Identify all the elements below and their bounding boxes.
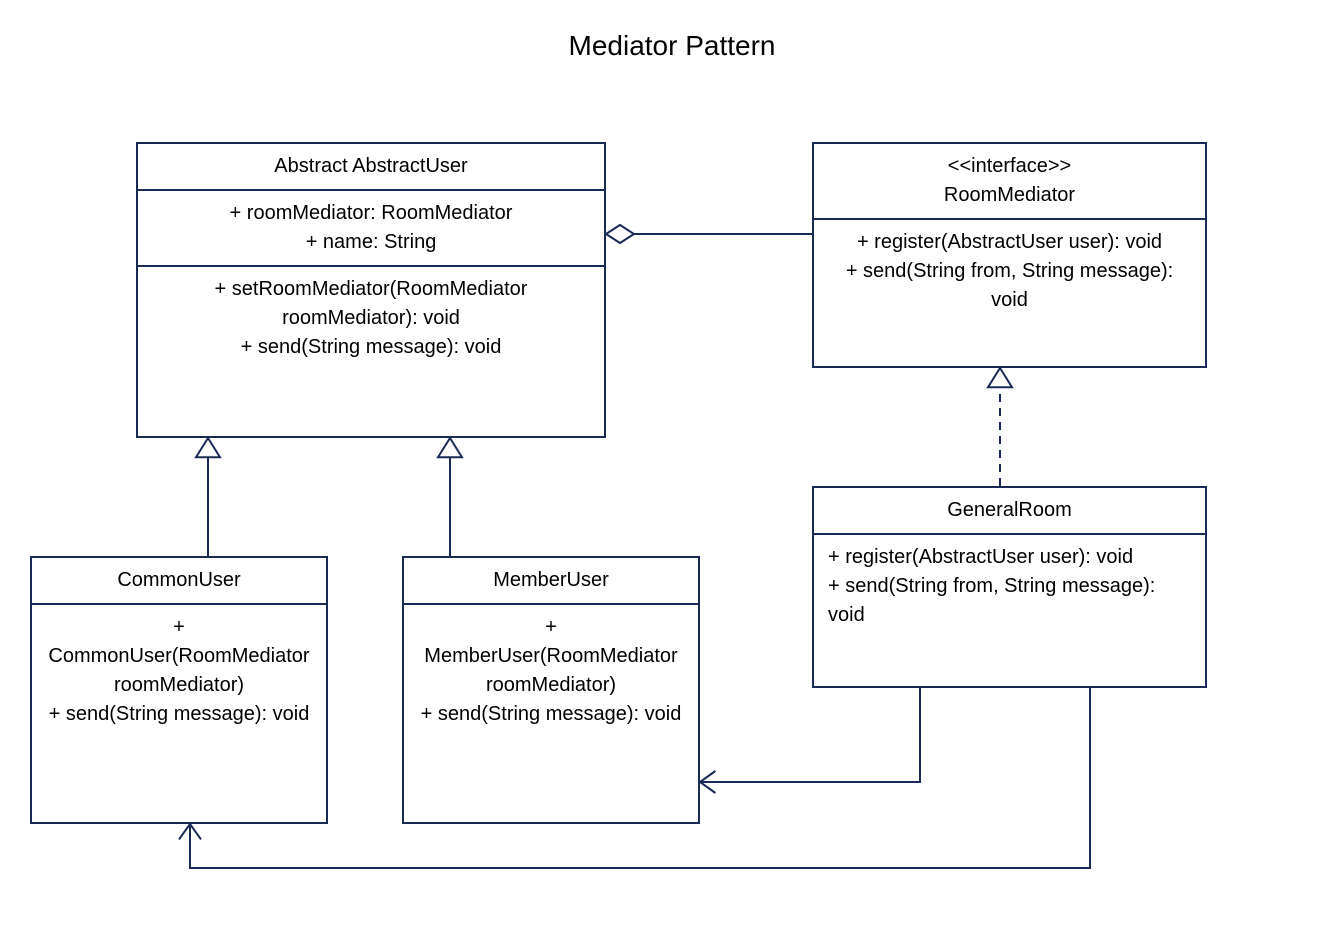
class-abstract-user: Abstract AbstractUser + roomMediator: Ro…	[136, 142, 606, 438]
class-room-mediator-title: <<interface>> RoomMediator	[814, 144, 1205, 218]
class-abstract-user-methods: + setRoomMediator(RoomMediator roomMedia…	[138, 265, 604, 370]
field-name: + name: String	[152, 228, 590, 257]
class-room-mediator: <<interface>> RoomMediator + register(Ab…	[812, 142, 1207, 368]
method-register: + register(AbstractUser user): void	[828, 228, 1191, 257]
class-member-user: MemberUser + MemberUser(RoomMediator roo…	[402, 556, 700, 824]
class-abstract-user-fields: + roomMediator: RoomMediator + name: Str…	[138, 189, 604, 265]
method-register: + register(AbstractUser user): void	[828, 543, 1191, 572]
class-general-room: GeneralRoom + register(AbstractUser user…	[812, 486, 1207, 688]
class-general-room-methods: + register(AbstractUser user): void + se…	[814, 533, 1205, 638]
method-setroommediator: + setRoomMediator(RoomMediator roomMedia…	[152, 275, 590, 333]
class-general-room-title: GeneralRoom	[814, 488, 1205, 533]
method-send: + send(String message): void	[46, 700, 312, 729]
class-common-user-methods: + CommonUser(RoomMediator roomMediator) …	[32, 603, 326, 737]
ctor-commonuser: + CommonUser(RoomMediator roomMediator)	[46, 613, 312, 700]
class-room-mediator-methods: + register(AbstractUser user): void + se…	[814, 218, 1205, 323]
method-send: + send(String message): void	[152, 333, 590, 362]
class-common-user-title: CommonUser	[32, 558, 326, 603]
diagram-title: Mediator Pattern	[0, 30, 1344, 62]
method-send: + send(String from, String message): voi…	[828, 257, 1191, 315]
method-send: + send(String message): void	[418, 700, 684, 729]
class-room-mediator-name: RoomMediator	[828, 181, 1191, 210]
class-abstract-user-title: Abstract AbstractUser	[138, 144, 604, 189]
class-member-user-title: MemberUser	[404, 558, 698, 603]
method-send: + send(String from, String message): voi…	[828, 572, 1191, 630]
class-common-user: CommonUser + CommonUser(RoomMediator roo…	[30, 556, 328, 824]
class-member-user-methods: + MemberUser(RoomMediator roomMediator) …	[404, 603, 698, 737]
field-roommediator: + roomMediator: RoomMediator	[152, 199, 590, 228]
stereotype-interface: <<interface>>	[828, 152, 1191, 181]
ctor-memberuser: + MemberUser(RoomMediator roomMediator)	[418, 613, 684, 700]
